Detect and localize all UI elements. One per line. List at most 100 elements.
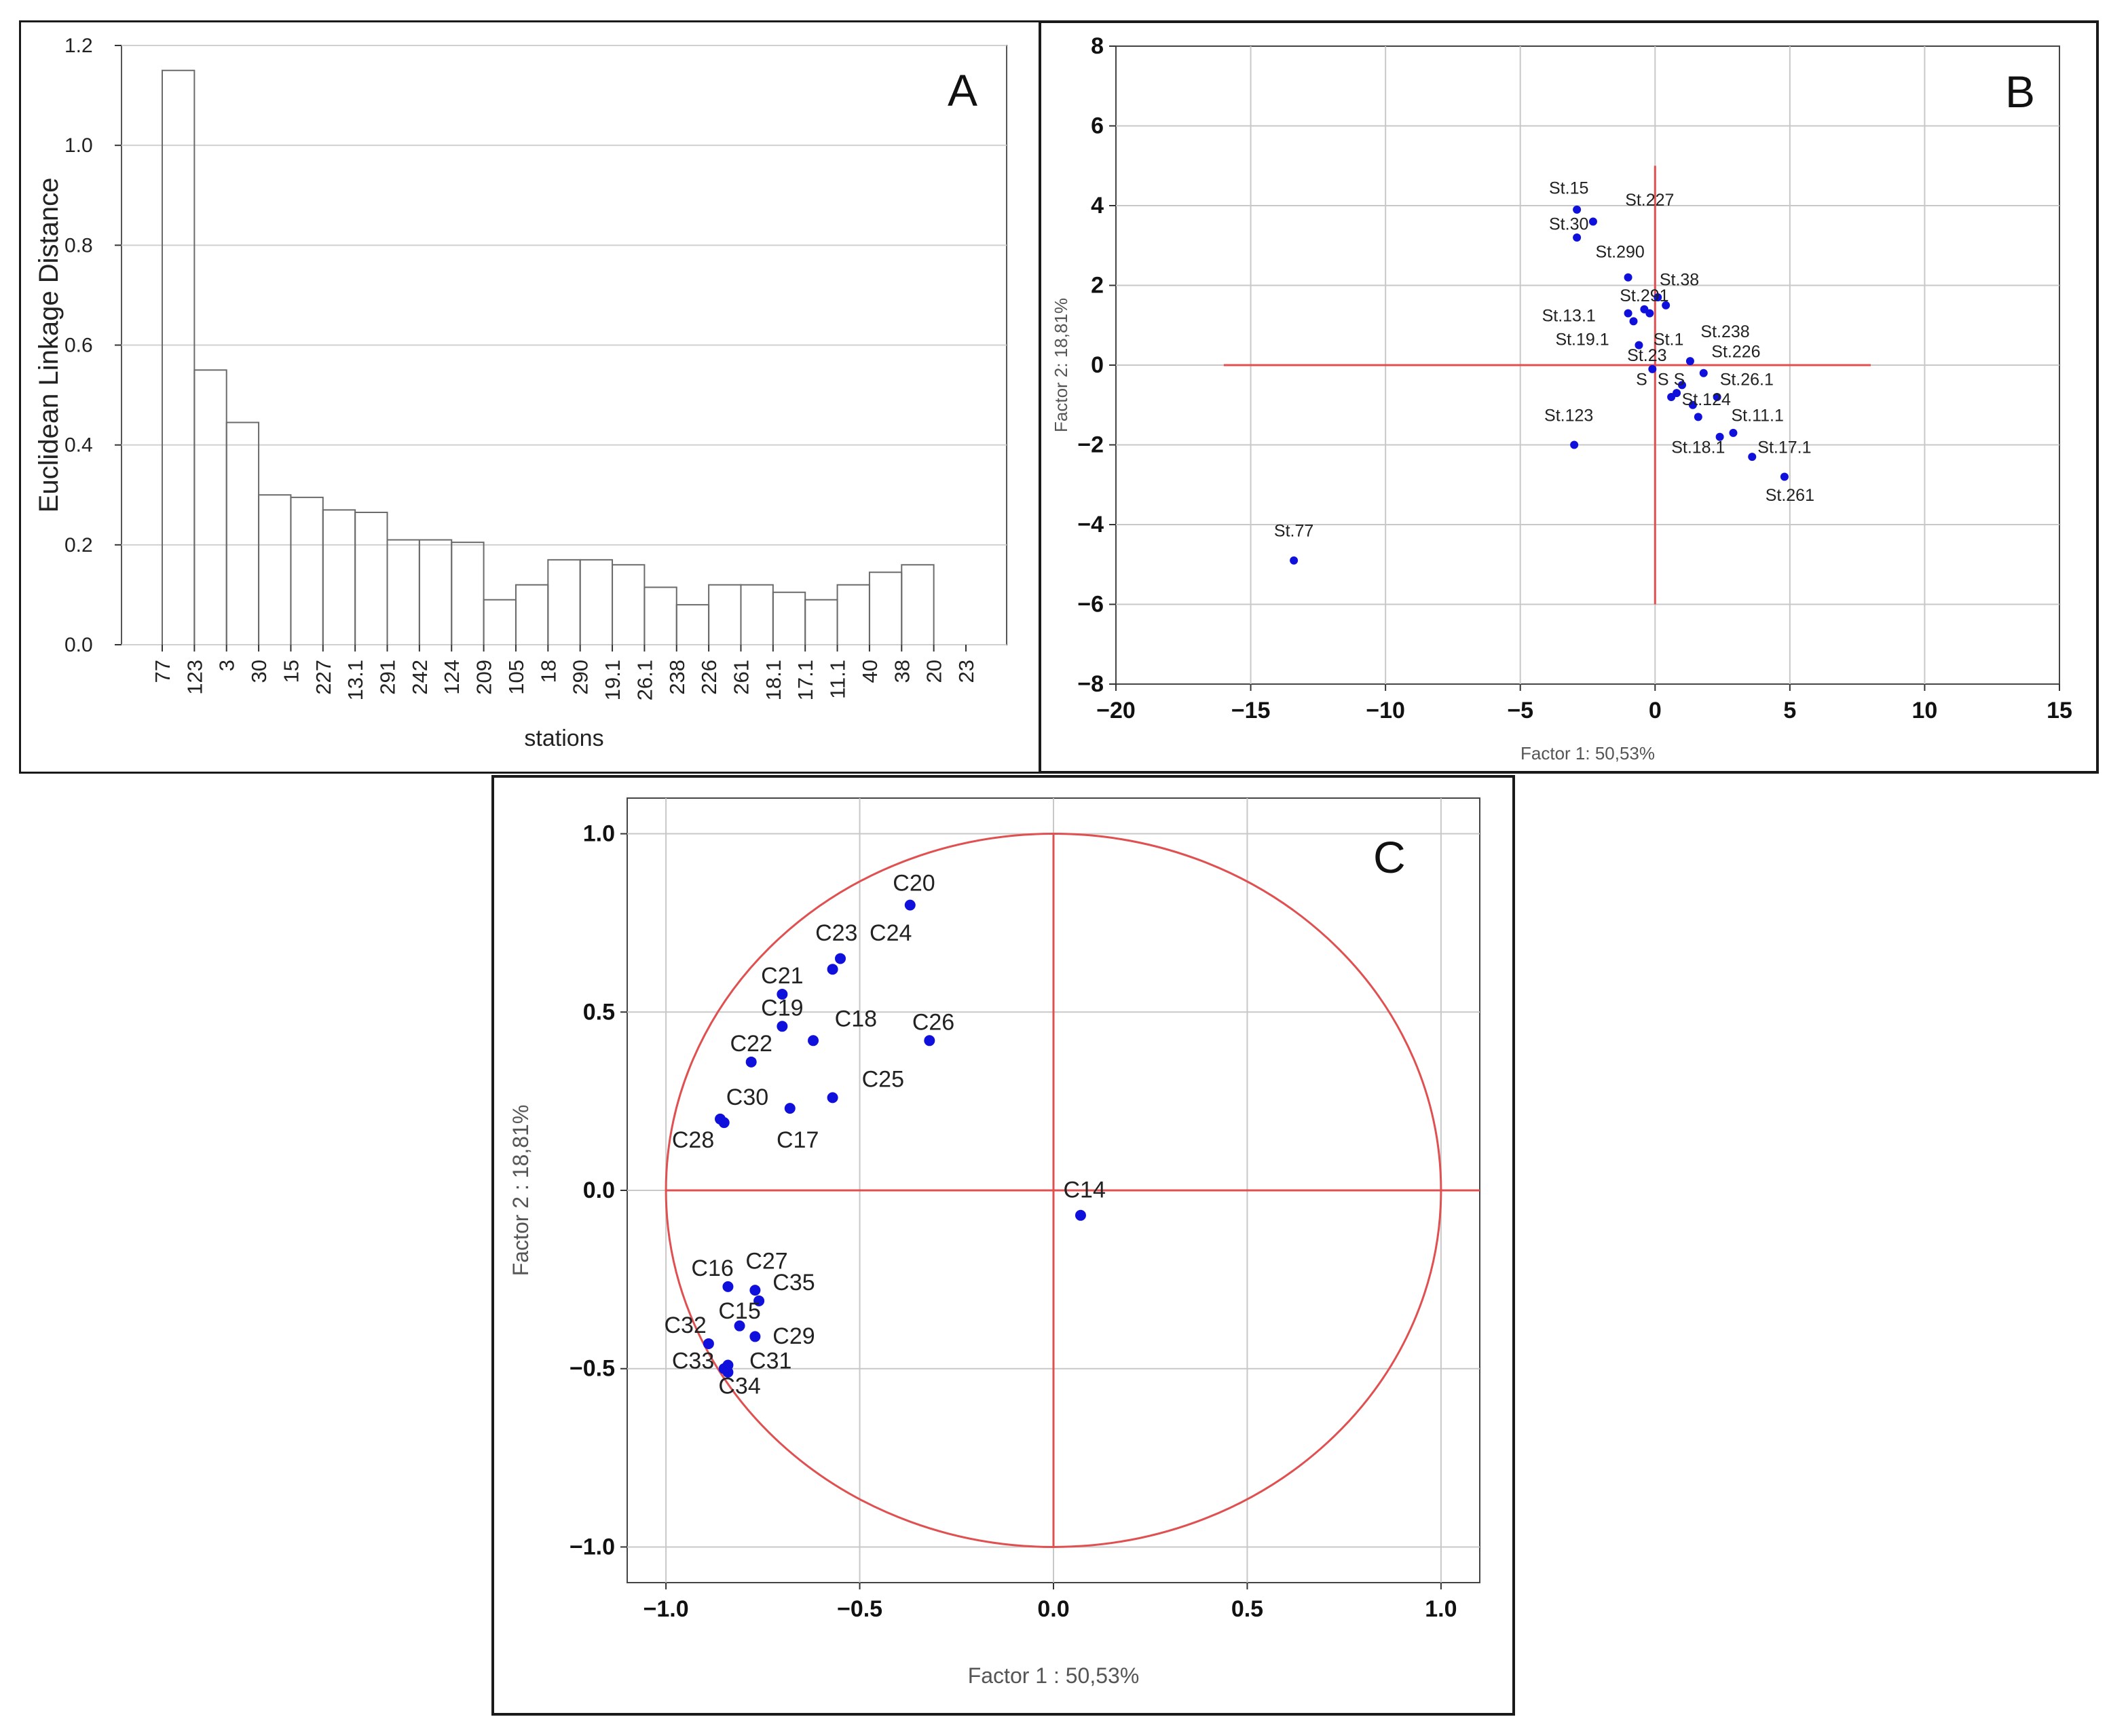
- data-point: [718, 1117, 730, 1129]
- merge-link: [162, 69, 195, 645]
- y-tick-label: 0.5: [583, 999, 615, 1025]
- data-point: [734, 1320, 745, 1332]
- y-tick-label: −1.0: [570, 1534, 615, 1560]
- data-point: [1748, 453, 1757, 461]
- merge-link: [225, 421, 260, 645]
- panel-letter: C: [1373, 832, 1406, 882]
- merge-link: [868, 571, 903, 645]
- dendrogram-chart: 0.0 0.2 0.4 0.6 0.8 1.0 1.2 Euclidean Linkage D…: [34, 35, 1007, 751]
- merge-link: [322, 509, 356, 645]
- point-label: C15: [718, 1298, 760, 1324]
- y-tick-label: 4: [1091, 193, 1104, 219]
- point-label: St.17.1: [1757, 438, 1811, 457]
- leaf-label: 291: [376, 660, 400, 695]
- point-label: St.38: [1660, 271, 1699, 290]
- y-tick-label: −0.5: [570, 1356, 615, 1382]
- point-label-overlap: S: [1674, 370, 1685, 389]
- point-label: St.11.1: [1732, 406, 1784, 425]
- point-label: St.15: [1549, 178, 1588, 197]
- merge-link: [836, 584, 870, 645]
- leaf-label: 15: [279, 660, 303, 683]
- x-tick-label: −15: [1231, 698, 1271, 723]
- data-point: [703, 1338, 714, 1349]
- data-point: [1573, 205, 1582, 214]
- data-point: [1075, 1209, 1086, 1221]
- y-tick-label: 0.6: [64, 335, 93, 357]
- x-tick-label: 0.5: [1231, 1596, 1263, 1622]
- x-tick-label: 0.0: [1037, 1596, 1069, 1622]
- data-point: [1570, 440, 1579, 449]
- point-label: St.26.1: [1720, 370, 1774, 389]
- data-point: [1588, 217, 1597, 226]
- merge-link: [804, 599, 838, 645]
- x-tick-label: −20: [1096, 698, 1136, 723]
- leaf-label: 17.1: [794, 660, 817, 700]
- data-point: [1688, 400, 1697, 409]
- panel-letter: A: [948, 65, 977, 115]
- x-tick-label: −1.0: [643, 1596, 689, 1622]
- merge-link: [579, 559, 614, 645]
- data-point: [784, 1103, 796, 1114]
- data-point: [1678, 381, 1686, 390]
- y-tick-label: 0: [1091, 352, 1104, 378]
- leaf-label: 11.1: [826, 660, 850, 699]
- x-tick-label: −0.5: [837, 1596, 882, 1622]
- merge-link: [193, 369, 227, 645]
- merge-link: [675, 604, 710, 645]
- point-label: St.261: [1766, 486, 1814, 505]
- leaf-label: 290: [569, 660, 593, 695]
- data-point: [827, 964, 838, 975]
- point-label: C14: [1063, 1177, 1105, 1203]
- y-tick-label: 0.0: [583, 1177, 615, 1203]
- point-label: C27: [745, 1249, 787, 1275]
- y-tick-label: 8: [1091, 33, 1104, 59]
- data-point: [1780, 472, 1789, 481]
- merge-link: [901, 564, 935, 645]
- point-label: St.77: [1274, 522, 1313, 541]
- data-point: [1624, 273, 1632, 282]
- point-label-overlap: S: [1658, 370, 1669, 389]
- data-point: [745, 1056, 757, 1068]
- point-label: C24: [870, 920, 912, 946]
- data-point: [1624, 309, 1632, 318]
- data-point: [753, 1295, 765, 1306]
- x-tick-label: 0: [1649, 698, 1662, 723]
- point-label: St.238: [1700, 322, 1749, 341]
- point-label: St.123: [1544, 406, 1593, 425]
- data-point: [1694, 413, 1702, 421]
- point-label-overlap: St.1: [1654, 331, 1683, 350]
- point-label: C34: [718, 1374, 760, 1399]
- data-point: [1667, 393, 1676, 401]
- data-point: [777, 989, 788, 1000]
- y-tick-label: 6: [1091, 113, 1104, 139]
- point-label: St.13.1: [1542, 306, 1596, 325]
- point-label: St.30: [1549, 214, 1588, 233]
- merge-link: [772, 591, 806, 645]
- point-label: C28: [672, 1127, 714, 1153]
- x-tick-label: 10: [1912, 698, 1938, 723]
- point-label: St.124: [1682, 390, 1731, 409]
- point-label: C35: [772, 1270, 815, 1296]
- y-axis-title: Factor 2: 18,81%: [1051, 298, 1071, 432]
- point-label: C23: [815, 920, 857, 946]
- panel-c: −1.0 −0.5 0.0 0.5 1.0 −1.0 −0.5 0.0 0.5 1.0 C20 C23…: [491, 775, 1515, 1716]
- y-tick-label: −8: [1077, 671, 1104, 697]
- point-label: St.23: [1627, 346, 1666, 365]
- point-label: C29: [772, 1323, 815, 1349]
- merge-link: [354, 512, 388, 645]
- data-point: [827, 1092, 838, 1103]
- factor-loadings-chart: −1.0 −0.5 0.0 0.5 1.0 −1.0 −0.5 0.0 0.5 1.0 C20 C23…: [508, 797, 1480, 1688]
- merge-link: [547, 559, 581, 645]
- leaf-label: 26.1: [633, 660, 656, 700]
- y-tick-label: 1.0: [583, 821, 615, 847]
- leaf-label: 40: [858, 660, 882, 683]
- x-tick-label: 1.0: [1425, 1596, 1457, 1622]
- y-tick-label: 1.0: [64, 134, 93, 157]
- leaf-label: 227: [312, 660, 335, 695]
- x-tick-label: 5: [1783, 698, 1796, 723]
- x-axis-title: Factor 1: 50,53%: [1520, 743, 1655, 763]
- merge-link: [612, 564, 646, 645]
- data-point: [1713, 393, 1721, 401]
- x-tick-label: 15: [2047, 698, 2072, 723]
- point-label: C31: [749, 1348, 791, 1374]
